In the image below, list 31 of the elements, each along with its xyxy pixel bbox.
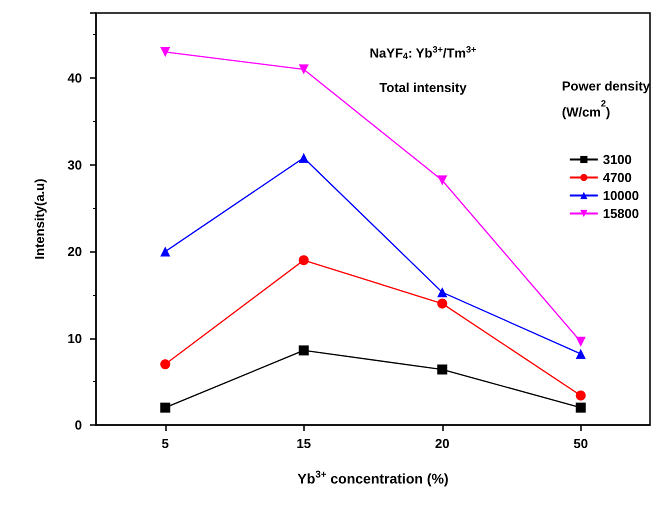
x-tick-label: 20 xyxy=(435,436,450,451)
legend-label: 15800 xyxy=(602,206,640,221)
y-tick-label: 20 xyxy=(68,244,82,260)
y-tick-label: 40 xyxy=(68,70,82,86)
legend-label: 10000 xyxy=(602,188,640,203)
point xyxy=(160,47,170,58)
point xyxy=(437,364,448,374)
point xyxy=(576,402,586,413)
point xyxy=(298,345,309,356)
point xyxy=(298,255,309,266)
point xyxy=(576,336,586,347)
y-tick-label: 0 xyxy=(74,418,82,432)
point xyxy=(437,298,448,309)
x-tick-label: 50 xyxy=(574,436,588,451)
point xyxy=(437,175,448,186)
text: Total intensity xyxy=(379,80,468,95)
point xyxy=(437,287,448,298)
legend-label: 3100 xyxy=(602,152,632,167)
legend-label: 4700 xyxy=(602,170,632,185)
y-tick-label: 10 xyxy=(68,330,82,346)
point xyxy=(576,348,586,359)
point xyxy=(160,246,170,257)
point xyxy=(298,152,309,163)
point xyxy=(298,64,309,74)
point xyxy=(160,402,170,413)
y-tick-label: 30 xyxy=(68,157,82,172)
x-tick-label: 15 xyxy=(296,436,311,451)
point xyxy=(160,359,170,370)
x-tick-label: 5 xyxy=(162,436,169,451)
y-axis-title: Intensity(a.u) xyxy=(32,178,47,260)
point xyxy=(576,390,586,401)
